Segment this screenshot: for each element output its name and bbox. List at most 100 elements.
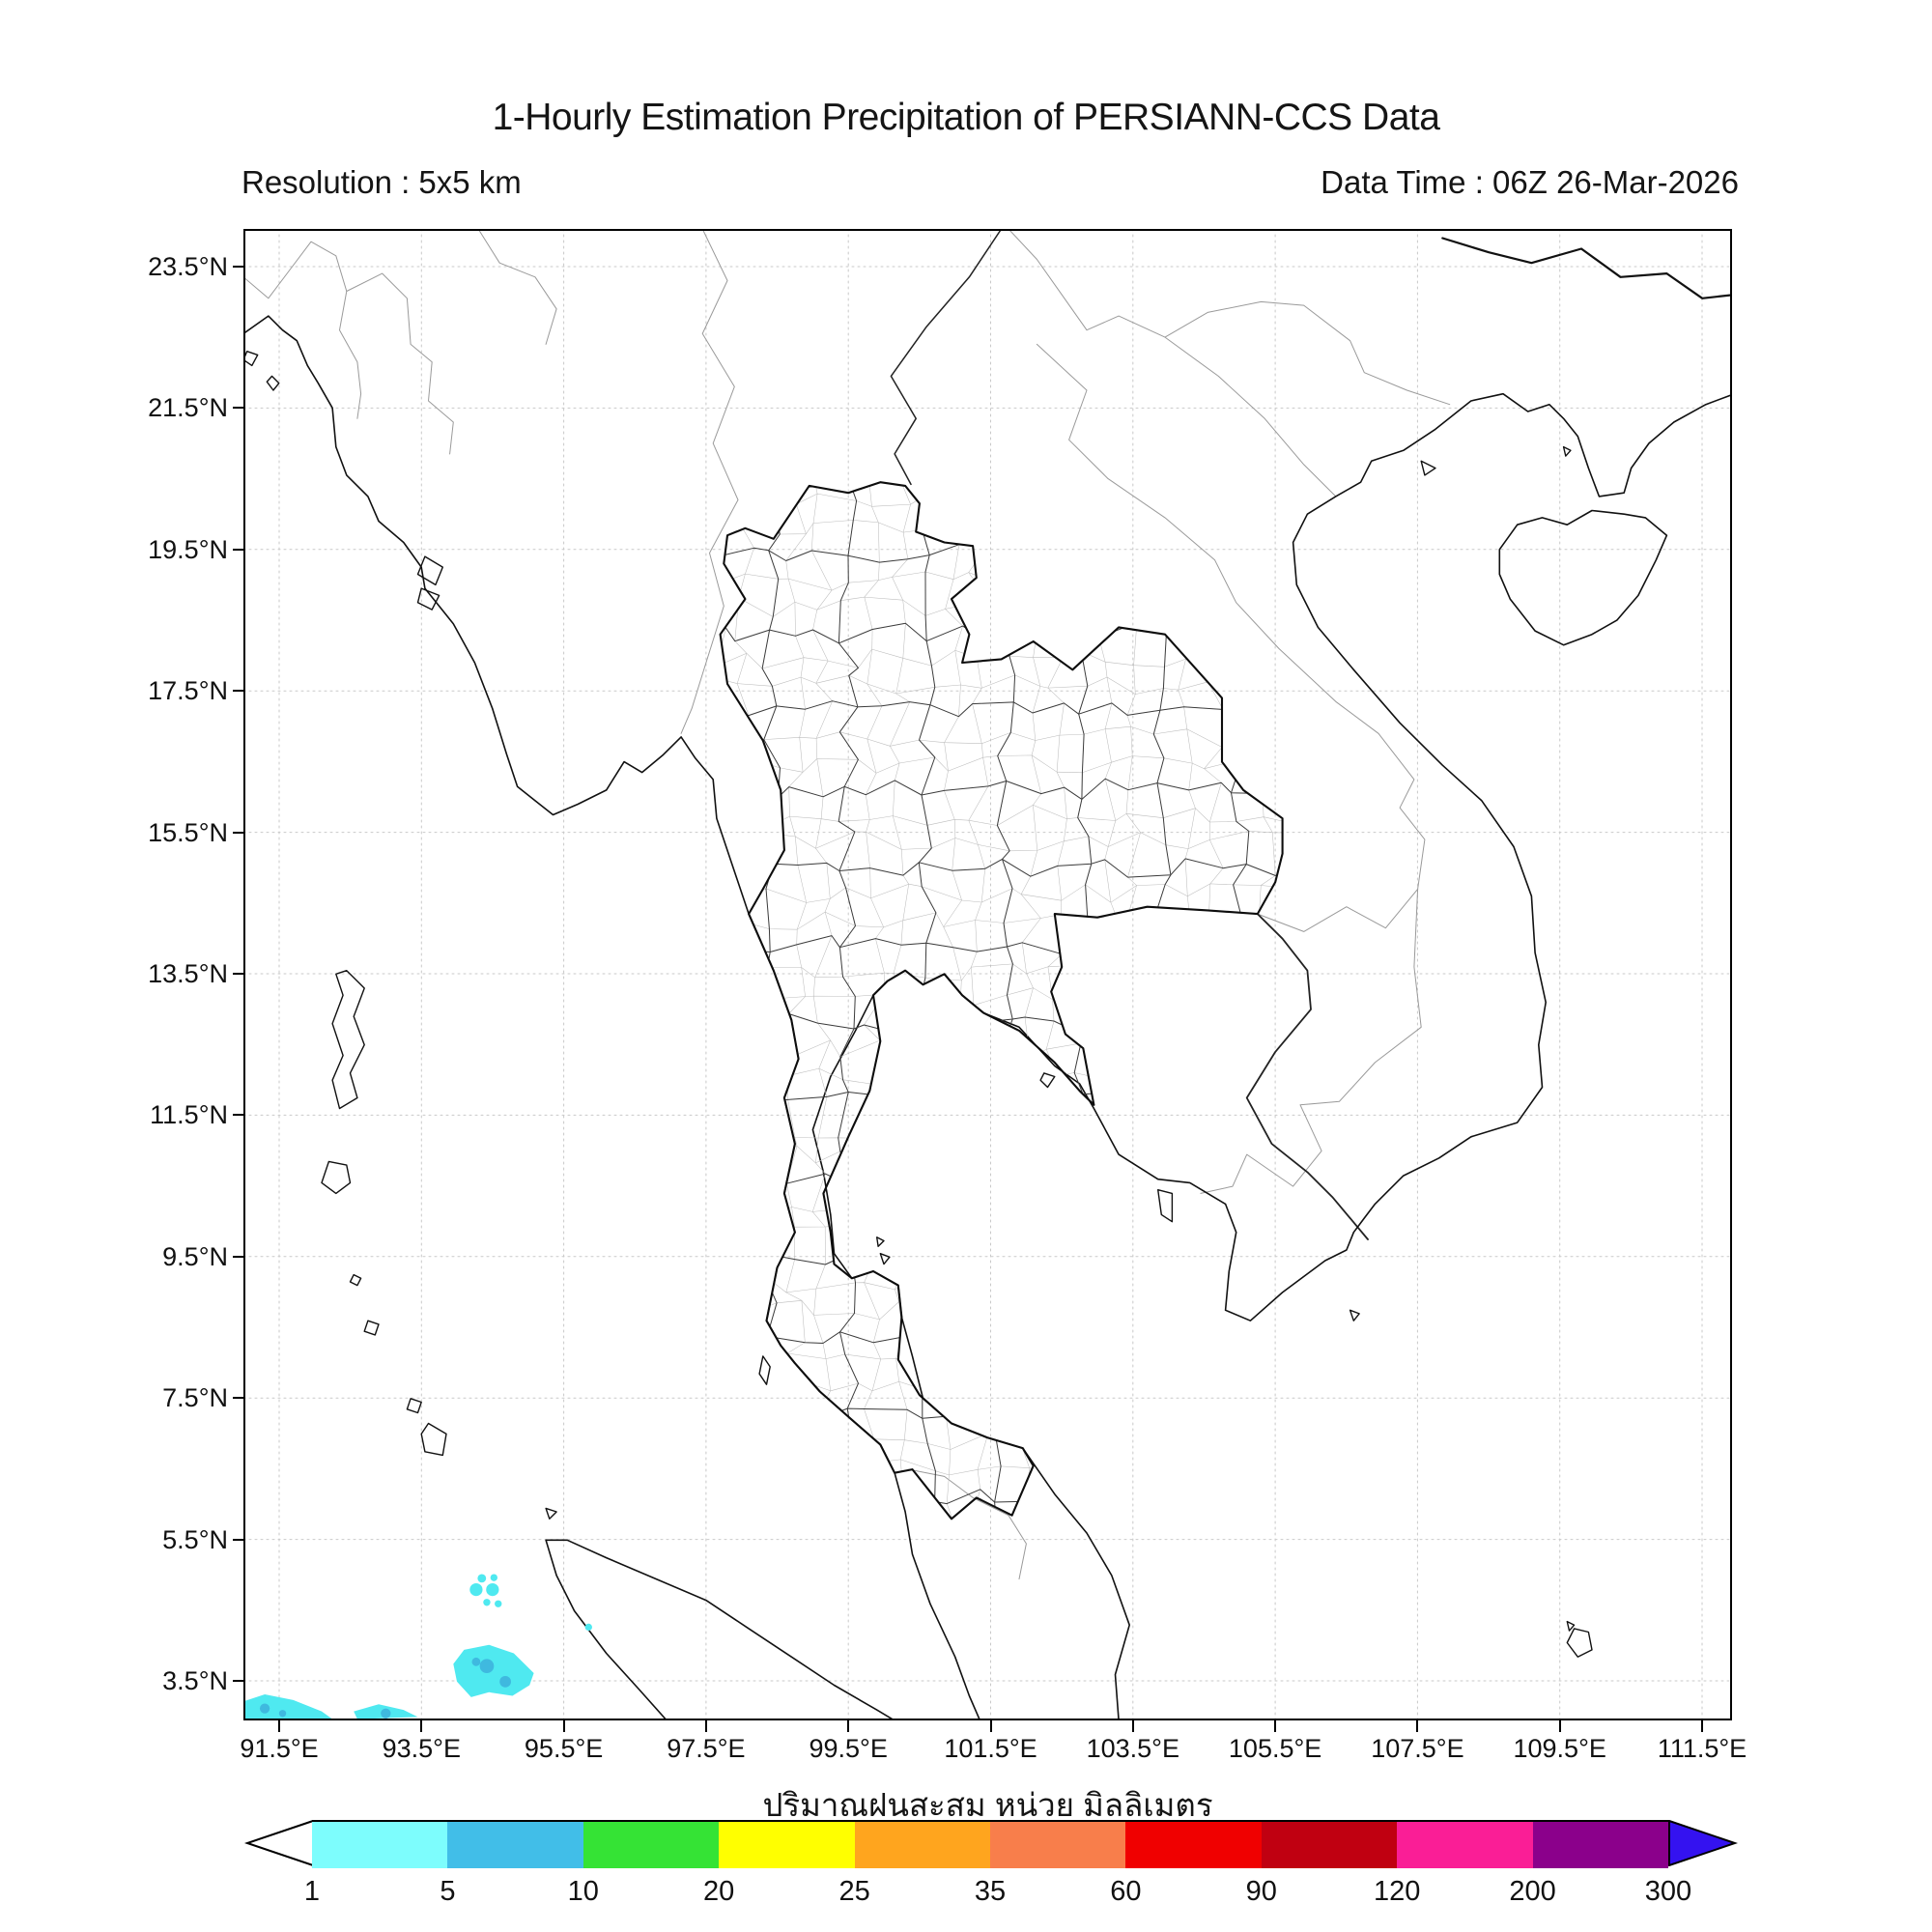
colorbar-tick-label: 35 xyxy=(974,1876,1007,1907)
x-tick-label: 99.5°E xyxy=(809,1734,888,1763)
country-border-line xyxy=(346,272,454,455)
y-tick-mark xyxy=(233,1255,244,1258)
country-border-line xyxy=(1008,229,1451,406)
colorbar-segment xyxy=(312,1822,448,1868)
y-tick-label: 21.5°N xyxy=(148,393,228,423)
precipitation-dot xyxy=(381,1708,391,1719)
island-outline xyxy=(349,1273,362,1287)
island-outline xyxy=(879,1253,891,1265)
y-tick-mark xyxy=(233,1680,244,1682)
x-tick-label: 95.5°E xyxy=(524,1734,604,1763)
precipitation-patch xyxy=(453,1644,534,1697)
colorbar-tick-label: 120 xyxy=(1373,1876,1421,1907)
colorbar-tick-label: 300 xyxy=(1644,1876,1692,1907)
x-tick-label: 93.5°E xyxy=(382,1734,461,1763)
hainan-island xyxy=(1498,509,1668,646)
precipitation-dot xyxy=(479,1659,495,1674)
island-outline xyxy=(1566,1620,1576,1632)
country-border-line xyxy=(1200,888,1422,1194)
precipitation-dot xyxy=(490,1574,497,1581)
country-border-line xyxy=(243,241,362,419)
x-tick-label: 107.5°E xyxy=(1371,1734,1464,1763)
x-tick-label: 91.5°E xyxy=(240,1734,319,1763)
page-title: 1-Hourly Estimation Precipitation of PER… xyxy=(492,97,1440,138)
colorbar-segment xyxy=(989,1822,1126,1868)
precipitation-dot xyxy=(486,1582,499,1597)
precipitation-dot xyxy=(471,1657,481,1666)
colorbar-segment xyxy=(1125,1822,1262,1868)
colorbar-segment xyxy=(719,1822,855,1868)
x-tick-label: 111.5°E xyxy=(1657,1734,1747,1763)
island-outline xyxy=(363,1320,380,1336)
y-tick-mark xyxy=(233,973,244,975)
y-tick-label: 15.5°N xyxy=(148,817,228,847)
x-tick-mark xyxy=(989,1720,992,1732)
colorbar-tick-label: 200 xyxy=(1509,1876,1556,1907)
country-border-line xyxy=(1036,343,1426,890)
colorbar-tick-label: 10 xyxy=(567,1876,599,1907)
island-outline xyxy=(416,555,443,586)
x-tick-label: 105.5°E xyxy=(1228,1734,1322,1763)
x-tick-mark xyxy=(1701,1720,1703,1732)
y-tick-mark xyxy=(233,266,244,268)
country-border-line xyxy=(477,229,557,345)
data-time-label: Data Time : 06Z 26-Mar-2026 xyxy=(1321,164,1739,200)
colorbar-strip xyxy=(312,1820,1668,1868)
x-tick-mark xyxy=(1416,1720,1419,1732)
island-outline xyxy=(1157,1189,1174,1223)
district-boundary xyxy=(811,482,833,1520)
thailand-country-outline xyxy=(719,481,1284,1520)
x-tick-mark xyxy=(704,1720,707,1732)
colorbar-tick-label: 20 xyxy=(703,1876,735,1907)
precipitation-dot xyxy=(477,1574,487,1583)
colorbar-segment xyxy=(854,1822,990,1868)
mekong-river-lower xyxy=(1245,913,1369,1240)
mekong-river-upper xyxy=(890,229,1003,486)
y-tick-label: 19.5°N xyxy=(148,534,228,564)
x-tick-label: 103.5°E xyxy=(1086,1734,1179,1763)
y-tick-label: 11.5°N xyxy=(150,1100,228,1130)
y-tick-mark xyxy=(233,1114,244,1117)
province-boundary xyxy=(838,482,859,1520)
colorbar: 1 5 10 20 25 35 60 90 120 200 300 xyxy=(244,1820,1738,1907)
y-tick-label: 17.5°N xyxy=(148,676,228,706)
colorbar-over-arrow-icon xyxy=(1668,1820,1738,1866)
country-border-line xyxy=(1257,888,1419,932)
country-border-line xyxy=(1164,336,1337,497)
island-outline xyxy=(331,970,365,1110)
x-tick-mark xyxy=(420,1720,423,1732)
colorbar-segment xyxy=(582,1822,720,1868)
y-tick-mark xyxy=(233,690,244,693)
island-outline xyxy=(266,375,280,391)
x-tick-label: 101.5°E xyxy=(944,1734,1037,1763)
island-outline xyxy=(1349,1309,1360,1321)
colorbar-segment xyxy=(1397,1822,1533,1868)
colorbar-segment xyxy=(447,1822,583,1868)
precipitation-dot xyxy=(495,1600,502,1607)
island-outline xyxy=(876,1236,885,1247)
colorbar-segment xyxy=(1261,1822,1398,1868)
x-tick-mark xyxy=(1558,1720,1561,1732)
resolution-label: Resolution : 5x5 km xyxy=(242,164,522,200)
island-outline xyxy=(406,1398,422,1414)
y-tick-label: 13.5°N xyxy=(148,959,228,988)
y-tick-label: 23.5°N xyxy=(148,252,228,281)
island-outline xyxy=(545,1507,557,1520)
x-tick-mark xyxy=(562,1720,565,1732)
map-plot-frame xyxy=(243,229,1732,1720)
precipitation-dot xyxy=(499,1675,511,1688)
y-tick-label: 5.5°N xyxy=(162,1524,228,1554)
island-outline xyxy=(420,1422,447,1457)
colorbar-tick-label: 5 xyxy=(440,1876,456,1907)
island-outline xyxy=(321,1160,352,1195)
precipitation-layer xyxy=(243,1574,592,1719)
colorbar-under-arrow-icon xyxy=(244,1820,314,1866)
y-tick-mark xyxy=(233,548,244,551)
country-border-line xyxy=(680,229,739,734)
island-outline xyxy=(1562,445,1572,457)
precipitation-dot xyxy=(584,1623,592,1632)
y-tick-label: 3.5°N xyxy=(162,1666,228,1695)
x-tick-mark xyxy=(1131,1720,1134,1732)
y-tick-mark xyxy=(233,1397,244,1400)
precipitation-dot xyxy=(259,1703,270,1714)
